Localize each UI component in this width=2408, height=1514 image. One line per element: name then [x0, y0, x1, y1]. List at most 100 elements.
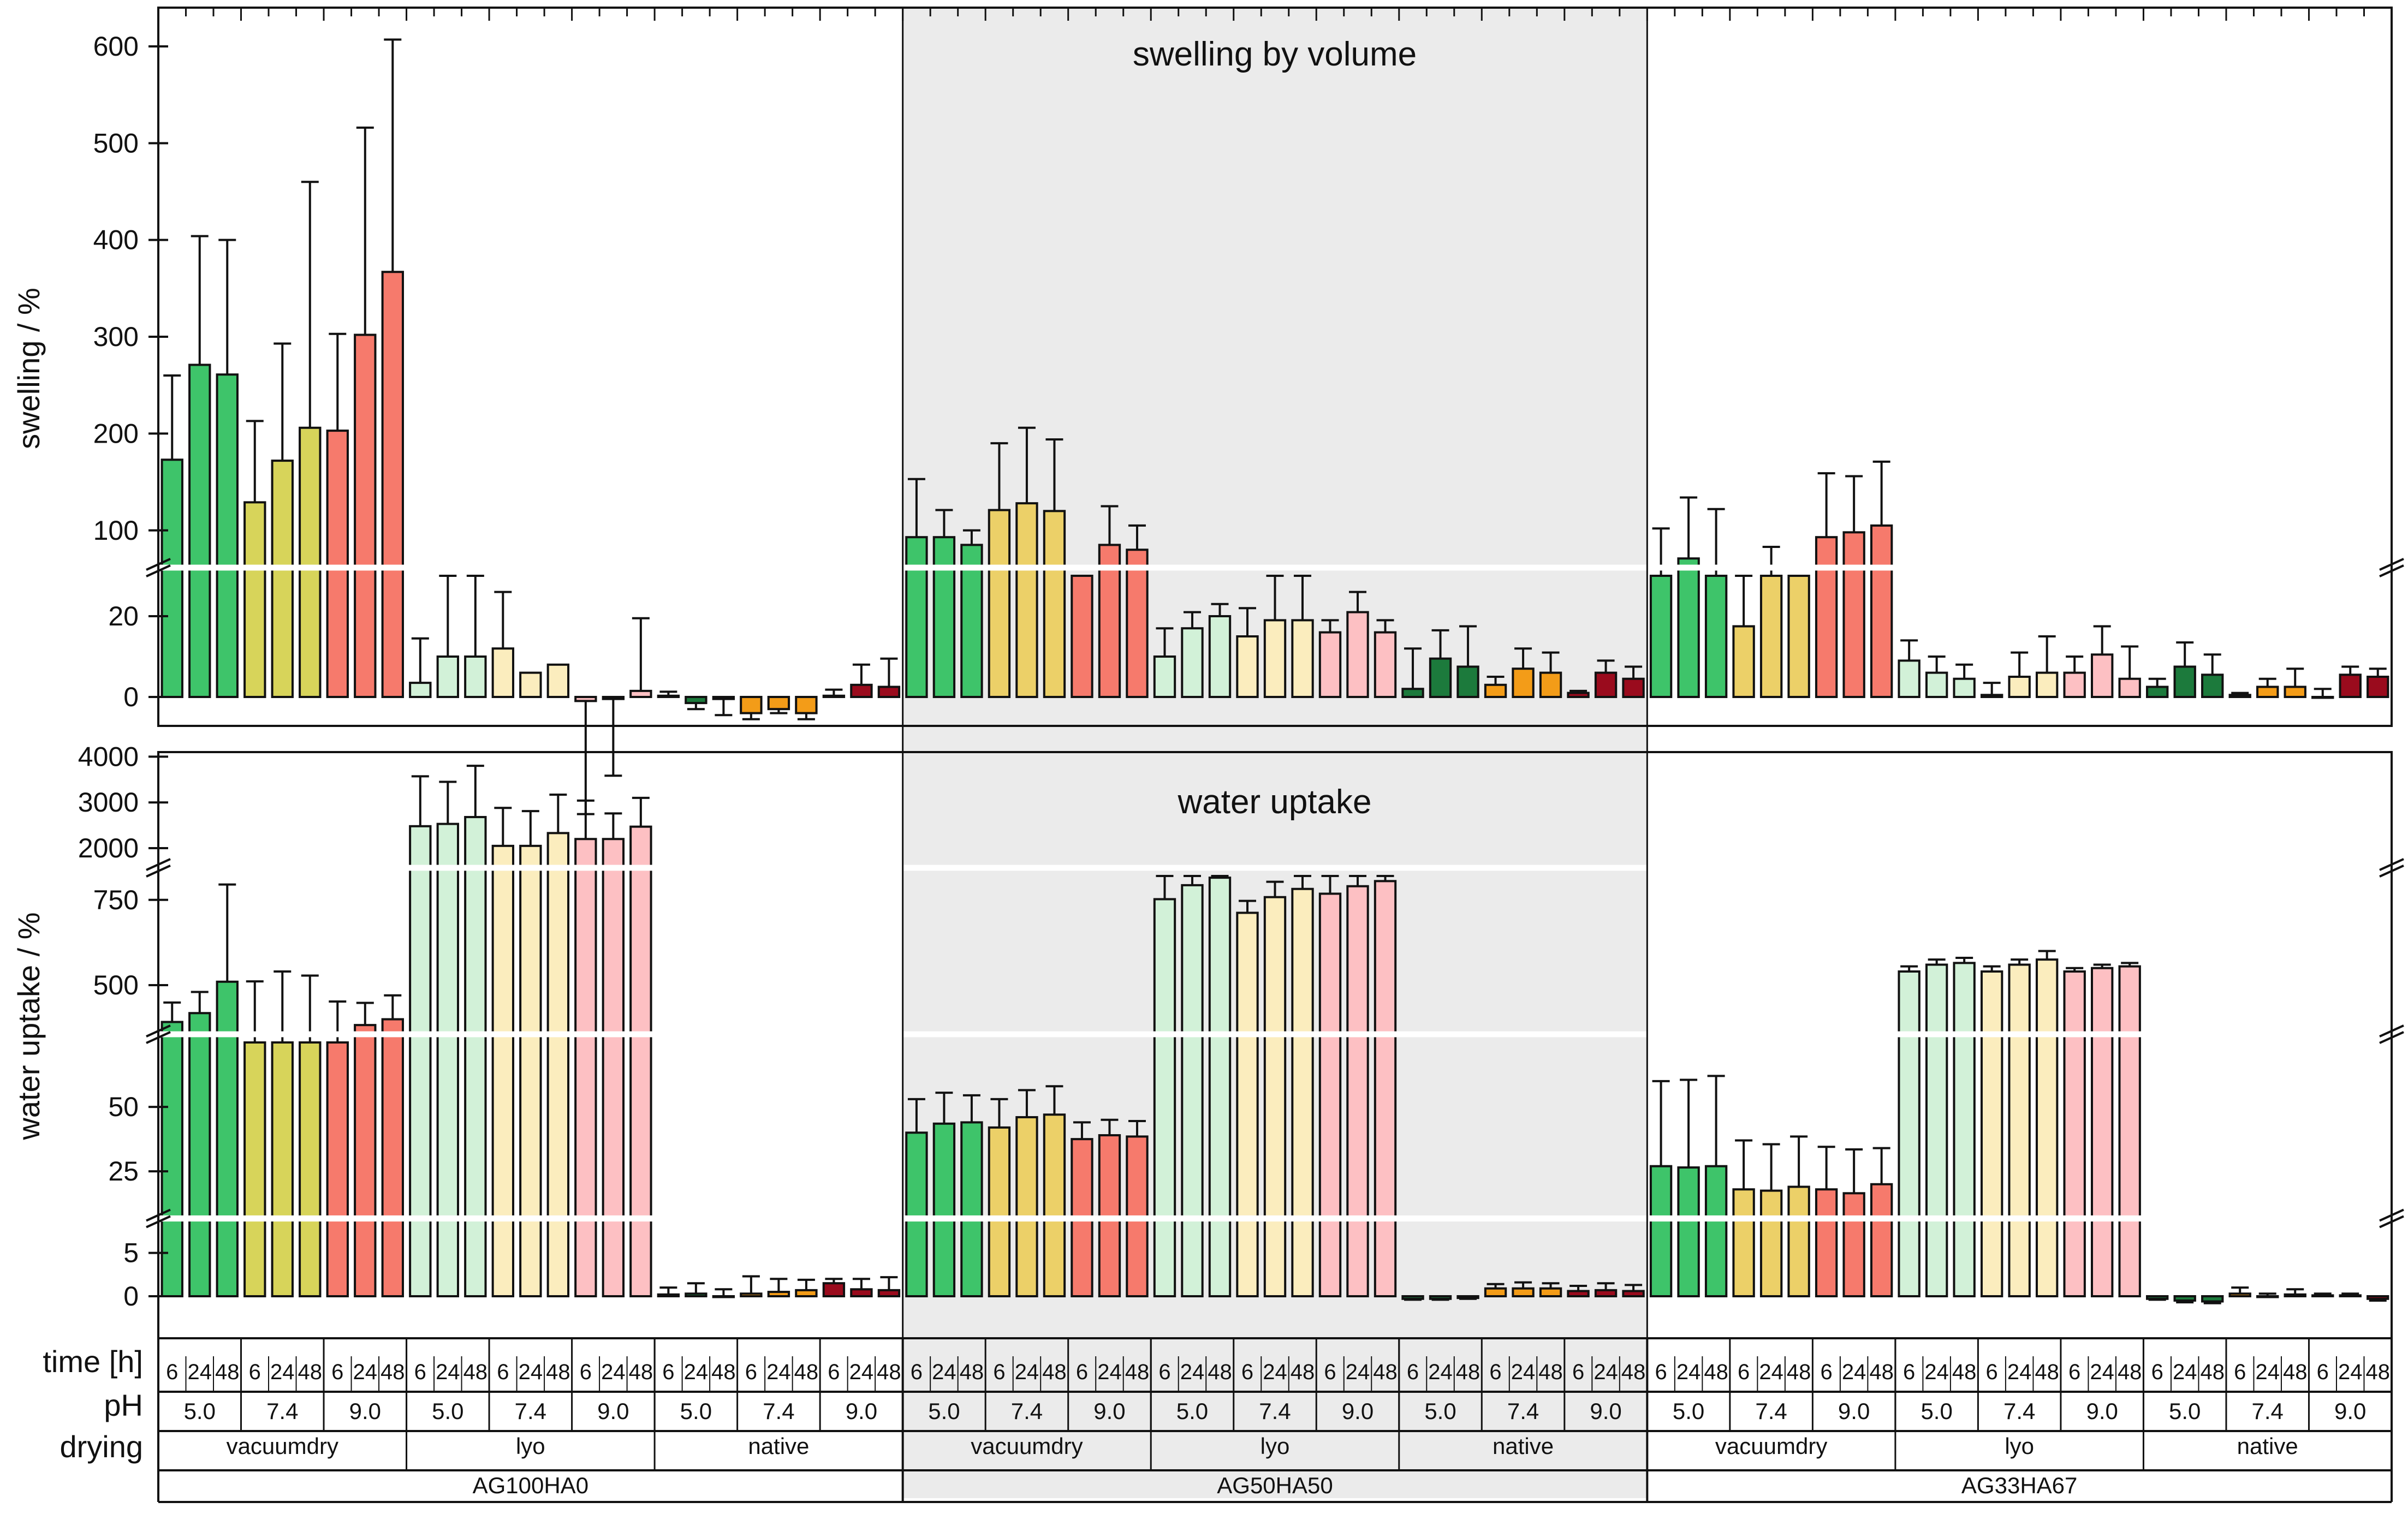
bar-swelling-AG33HA67-lyo-ph74-t48	[2035, 671, 2059, 698]
table-time-label-AG33HA67-vacuumdry-5.0-48: 48	[1704, 1360, 1728, 1384]
bar-uptake-AG50HA50-native-ph90-t24	[1594, 1289, 1618, 1297]
bar-swelling-AG100HA0-lyo-ph90-t24	[602, 696, 625, 700]
bar-swelling-AG33HA67-lyo-ph74-t6	[1980, 694, 2003, 699]
y-tick-label-1-0: 0	[123, 1281, 139, 1312]
table-time-label-AG100HA0-lyo-5.0-6: 6	[414, 1360, 426, 1384]
axis-break-gap-0-0	[156, 564, 2395, 571]
bar-uptake-AG33HA67-lyo-ph74-t6	[1980, 970, 2003, 1297]
bar-uptake-AG100HA0-vacuumdry-ph50-t6	[160, 1021, 183, 1297]
bar-swelling-AG50HA50-vacuumdry-ph90-t6	[1071, 575, 1093, 698]
bar-swelling-AG100HA0-lyo-ph74-t24	[519, 671, 542, 698]
bar-uptake-AG33HA67-native-ph50-t48	[2201, 1295, 2224, 1303]
bar-uptake-AG100HA0-lyo-ph50-t6	[409, 825, 432, 1297]
bar-swelling-AG50HA50-native-ph74-t24	[1512, 667, 1535, 698]
table-time-label-AG33HA67-lyo-9.0-48: 48	[2118, 1360, 2142, 1384]
bar-swelling-AG100HA0-vacuumdry-ph90-t48	[381, 271, 404, 699]
table-time-label-AG100HA0-lyo-9.0-6: 6	[580, 1360, 592, 1384]
table-time-label-AG50HA50-lyo-5.0-6: 6	[1158, 1360, 1170, 1384]
bar-uptake-AG33HA67-native-ph74-t24	[2256, 1295, 2279, 1298]
bar-uptake-AG100HA0-native-ph50-t24	[685, 1292, 707, 1298]
table-time-label-AG100HA0-lyo-7.4-6: 6	[497, 1360, 509, 1384]
table-time-label-AG50HA50-vacuumdry-9.0-6: 6	[1076, 1360, 1088, 1384]
table-time-label-AG33HA67-lyo-5.0-6: 6	[1903, 1360, 1915, 1384]
table-time-label-AG50HA50-native-9.0-48: 48	[1621, 1360, 1646, 1384]
bar-swelling-AG100HA0-vacuumdry-ph50-t24	[188, 363, 211, 698]
bar-uptake-AG33HA67-native-ph90-t24	[2339, 1294, 2362, 1298]
table-time-label-AG33HA67-lyo-9.0-6: 6	[2068, 1360, 2080, 1384]
frame-layer	[157, 7, 2393, 1339]
table-ph-label-AG33HA67-native-7.4: 7.4	[2252, 1398, 2284, 1424]
bar-uptake-AG50HA50-native-ph90-t48	[1622, 1290, 1645, 1298]
bar-uptake-AG50HA50-vacuumdry-ph50-t6	[905, 1131, 928, 1297]
bar-swelling-AG100HA0-lyo-ph50-t48	[464, 655, 487, 698]
bar-uptake-AG33HA67-native-ph50-t24	[2173, 1295, 2196, 1302]
table-ph-label-AG50HA50-native-7.4: 7.4	[1507, 1398, 1539, 1424]
table-time-label-AG50HA50-vacuumdry-5.0-6: 6	[911, 1360, 923, 1384]
table-drying-label-AG50HA50-native: native	[1493, 1433, 1554, 1459]
axis-layer: 0 20 100 200 300 400 500 600 0 5 25 50 500 750 2000 300…	[78, 8, 2393, 1312]
y-tick-label-1-25: 25	[108, 1156, 139, 1187]
bar-uptake-AG100HA0-lyo-ph90-t24	[602, 838, 625, 1297]
table-time-label-AG50HA50-vacuumdry-5.0-24: 24	[932, 1360, 956, 1384]
bar-swelling-AG50HA50-native-ph50-t48	[1456, 665, 1479, 698]
table-ph-label-AG100HA0-vacuumdry-9.0: 9.0	[349, 1398, 381, 1424]
bar-uptake-AG33HA67-native-ph90-t6	[2311, 1294, 2334, 1298]
bar-swelling-AG100HA0-native-ph90-t6	[822, 694, 846, 699]
table-ph-label-AG50HA50-lyo-7.4: 7.4	[1259, 1398, 1291, 1424]
bar-swelling-AG33HA67-vacuumdry-ph74-t48	[1787, 575, 1810, 698]
table-time-label-AG33HA67-lyo-7.4-6: 6	[1986, 1360, 1998, 1384]
table-time-label-AG33HA67-vacuumdry-9.0-6: 6	[1820, 1360, 1832, 1384]
table-time-label-AG100HA0-native-9.0-6: 6	[828, 1360, 840, 1384]
bar-swelling-AG33HA67-lyo-ph50-t48	[1953, 677, 1976, 698]
table-drying-label-AG100HA0-vacuumdry: vacuumdry	[227, 1433, 338, 1459]
table-group-label-AG100HA0: AG100HA0	[473, 1473, 588, 1498]
table-drying-label-AG100HA0-native: native	[748, 1433, 809, 1459]
bar-uptake-AG50HA50-native-ph74-t24	[1512, 1287, 1535, 1297]
bar-swelling-AG50HA50-vacuumdry-ph50-t6	[905, 536, 928, 698]
bar-swelling-AG50HA50-lyo-ph90-t6	[1318, 631, 1342, 698]
bar-swelling-AG100HA0-native-ph50-t48	[712, 696, 735, 700]
table-time-label-AG100HA0-vacuumdry-5.0-6: 6	[166, 1360, 178, 1384]
bar-uptake-AG50HA50-lyo-ph50-t6	[1153, 898, 1176, 1297]
table-time-label-AG100HA0-lyo-5.0-48: 48	[463, 1360, 488, 1384]
bar-layer	[160, 38, 2389, 1304]
table-drying-label-AG33HA67-native: native	[2237, 1433, 2298, 1459]
bar-uptake-AG33HA67-vacuumdry-ph74-t6	[1732, 1188, 1755, 1297]
bar-uptake-AG50HA50-native-ph74-t48	[1539, 1287, 1562, 1297]
table-time-label-AG100HA0-vacuumdry-9.0-6: 6	[331, 1360, 343, 1384]
bar-swelling-AG50HA50-native-ph90-t24	[1594, 671, 1618, 698]
bar-swelling-AG33HA67-vacuumdry-ph90-t6	[1815, 536, 1838, 698]
table-time-label-AG100HA0-native-7.4-24: 24	[766, 1360, 791, 1384]
bar-swelling-AG50HA50-vacuumdry-ph74-t6	[988, 509, 1011, 698]
table-time-label-AG100HA0-lyo-9.0-24: 24	[601, 1360, 626, 1384]
bar-swelling-AG100HA0-native-ph74-t24	[767, 696, 790, 711]
bar-swelling-AG33HA67-lyo-ph90-t24	[2090, 653, 2114, 699]
bar-swelling-AG50HA50-native-ph50-t6	[1401, 688, 1424, 698]
panel-frame-0	[157, 7, 2393, 727]
table-time-label-AG50HA50-lyo-7.4-6: 6	[1241, 1360, 1253, 1384]
table-ph-label-AG100HA0-native-9.0: 9.0	[846, 1398, 877, 1424]
bar-swelling-AG33HA67-vacuumdry-ph50-t48	[1704, 575, 1728, 698]
bar-swelling-AG100HA0-native-ph74-t6	[740, 696, 763, 714]
panel-title-swelling: swelling by volume	[1133, 35, 1417, 73]
bar-uptake-AG100HA0-vacuumdry-ph74-t6	[243, 1041, 266, 1297]
y-tick-label-1-4000: 4000	[78, 741, 139, 772]
table-ph-label-AG50HA50-vacuumdry-9.0: 9.0	[1093, 1398, 1125, 1424]
bar-swelling-AG100HA0-lyo-ph50-t6	[409, 682, 432, 698]
bar-uptake-AG33HA67-vacuumdry-ph90-t48	[1870, 1183, 1893, 1298]
bar-uptake-AG100HA0-lyo-ph90-t6	[574, 838, 597, 1297]
table-time-label-AG33HA67-lyo-7.4-24: 24	[2007, 1360, 2032, 1384]
table-ph-label-AG50HA50-vacuumdry-7.4: 7.4	[1011, 1398, 1043, 1424]
table-ph-label-AG100HA0-lyo-5.0: 5.0	[432, 1398, 463, 1424]
table-time-label-AG33HA67-native-7.4-24: 24	[2255, 1360, 2280, 1384]
table-label-ph: pH	[104, 1388, 143, 1422]
bar-swelling-AG100HA0-lyo-ph90-t6	[574, 696, 597, 702]
bar-swelling-AG33HA67-native-ph90-t48	[2367, 676, 2389, 698]
bar-swelling-AG50HA50-lyo-ph50-t6	[1153, 655, 1176, 698]
bar-uptake-AG100HA0-vacuumdry-ph74-t24	[271, 1041, 294, 1297]
bar-swelling-AG50HA50-lyo-ph50-t24	[1181, 627, 1204, 698]
table-time-label-AG50HA50-vacuumdry-9.0-48: 48	[1125, 1360, 1150, 1384]
bar-swelling-AG33HA67-lyo-ph90-t48	[2118, 677, 2141, 698]
bar-swelling-AG33HA67-native-ph50-t48	[2201, 673, 2224, 699]
table-time-label-AG33HA67-vacuumdry-5.0-24: 24	[1676, 1360, 1701, 1384]
